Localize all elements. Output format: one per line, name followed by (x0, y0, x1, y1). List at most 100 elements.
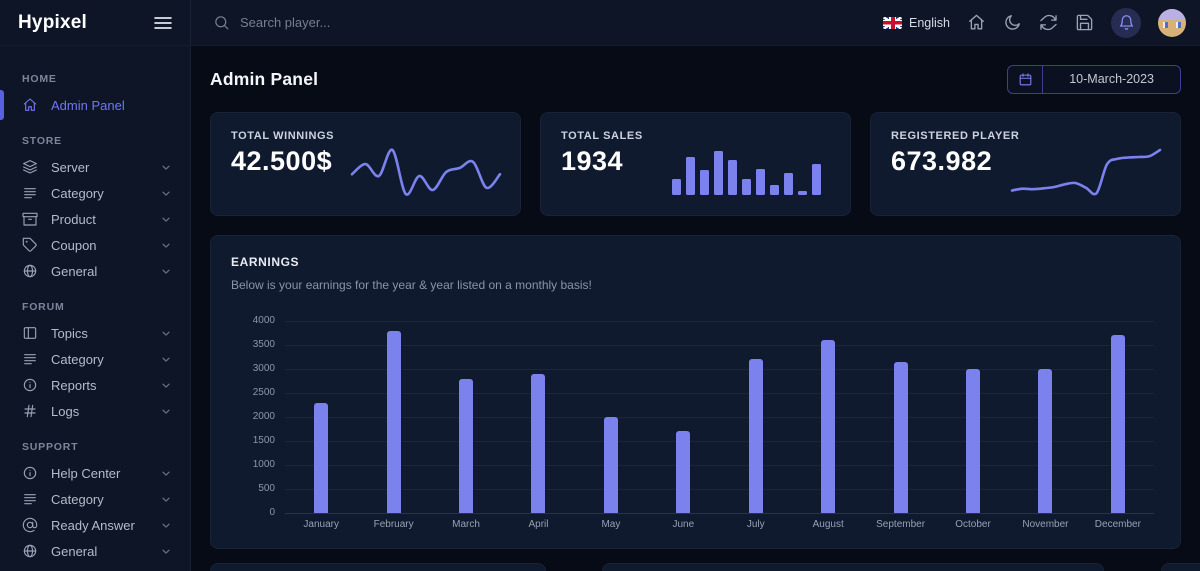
sidebar-item-category[interactable]: Category (0, 180, 190, 206)
home-icon[interactable] (967, 13, 986, 32)
hamburger-menu-icon[interactable] (152, 12, 174, 34)
y-axis-tick: 1000 (252, 459, 275, 470)
gridline (285, 513, 1154, 514)
chevron-down-icon (162, 549, 170, 554)
earnings-bar (1110, 335, 1125, 513)
next-row-cards (210, 563, 1200, 571)
dark-mode-moon-icon[interactable] (1003, 13, 1022, 32)
spark-bar (756, 169, 765, 195)
gridline (285, 393, 1154, 394)
sidebar-item-ready-answer[interactable]: Ready Answer (0, 512, 190, 538)
earnings-bar (966, 369, 980, 513)
sidebar-item-label: Server (51, 159, 90, 175)
y-axis-tick: 0 (269, 507, 275, 518)
sidebar-item-category[interactable]: Category (0, 486, 190, 512)
earnings-bar (893, 361, 908, 513)
y-axis-tick: 3500 (252, 339, 275, 350)
stat-card-total-sales: TOTAL SALES 1934 (540, 112, 851, 216)
sidebar-section-label: FORUM (22, 301, 65, 313)
x-axis-label: February (373, 519, 414, 530)
x-axis-label: December (1094, 519, 1141, 530)
sidebar-item-reports[interactable]: Reports (0, 372, 190, 398)
sidebar-item-product[interactable]: Product (0, 206, 190, 232)
earnings-bar (386, 330, 401, 513)
spark-bar (742, 179, 751, 195)
x-axis-label: November (1022, 519, 1069, 530)
search-input[interactable] (240, 15, 500, 30)
sidebar-item-server[interactable]: Server (0, 154, 190, 180)
x-axis-label: March (452, 519, 480, 530)
columns-icon (23, 327, 37, 339)
language-selector[interactable]: English (883, 16, 950, 30)
sidebar-item-help-center[interactable]: Help Center (0, 460, 190, 486)
earnings-panel: EARNINGS Below is your earnings for the … (210, 235, 1181, 549)
calendar-icon (1019, 72, 1032, 85)
chevron-down-icon (162, 165, 170, 170)
sidebar-item-topics[interactable]: Topics (0, 320, 190, 346)
earnings-bar-chart: 0 500 1000 1500 2000 2500 3000 3500 4000 January F… (231, 306, 1160, 534)
user-avatar[interactable] (1158, 8, 1186, 37)
gridline (285, 441, 1154, 442)
sidebar-item-label: Reports (51, 377, 97, 393)
calendar-icon-cell (1008, 65, 1044, 93)
bar-cell-october: October (937, 321, 1009, 530)
gridline (285, 321, 1154, 322)
earnings-subtitle: Below is your earnings for the year & ye… (231, 278, 592, 292)
chevron-down-icon (162, 217, 170, 222)
brand-logo[interactable]: Hypixel (18, 11, 87, 33)
gridline (285, 345, 1154, 346)
bar-cell-september: September (864, 321, 936, 530)
date-picker[interactable]: 10-March-2023 (1007, 64, 1181, 94)
sidebar-item-logs[interactable]: Logs (0, 398, 190, 424)
topbar-actions: English (883, 7, 1186, 38)
stat-value: 1934 (561, 146, 624, 176)
sales-sparkbars (672, 151, 832, 195)
spark-bar (812, 164, 821, 195)
sidebar-section-label: HOME (22, 73, 57, 85)
earnings-bar (821, 340, 836, 513)
y-axis-tick: 2000 (252, 411, 275, 422)
save-icon[interactable] (1075, 13, 1094, 32)
sidebar-item-label: Category (51, 185, 104, 201)
earnings-bar (676, 431, 691, 513)
x-axis-label: August (812, 519, 844, 530)
sidebar-item-general[interactable]: General (0, 538, 190, 564)
stat-value: 673.982 (891, 146, 993, 176)
earnings-bar (459, 378, 474, 513)
card-stub (210, 563, 546, 571)
stat-label: TOTAL SALES (561, 130, 643, 142)
sidebar-item-admin-panel[interactable]: Admin Panel (0, 90, 190, 120)
sidebar-item-category[interactable]: Category (0, 346, 190, 372)
sidebar-item-label: Topics (51, 325, 88, 341)
tag-icon (22, 237, 37, 252)
sidebar-item-coupon[interactable]: Coupon (0, 232, 190, 258)
players-sparkline (1010, 147, 1162, 197)
list-icon (24, 188, 36, 199)
earnings-bar (531, 373, 546, 513)
spark-bar (700, 170, 709, 195)
sidebar-item-general[interactable]: General (0, 258, 190, 284)
stats-row: TOTAL WINNINGS 42.500$ TOTAL SALES 1934 … (210, 112, 1181, 216)
spark-bar (728, 159, 737, 195)
stat-label: REGISTERED PLAYER (891, 130, 1020, 142)
chevron-down-icon (162, 191, 170, 196)
y-axis-tick: 500 (258, 483, 275, 494)
info-icon (23, 378, 37, 392)
language-label: English (909, 15, 950, 30)
page-header: Admin Panel 10-March-2023 (210, 46, 1181, 112)
list-icon (24, 354, 36, 365)
spark-bar (770, 185, 779, 195)
y-axis-tick: 4000 (252, 315, 275, 326)
globe-icon (23, 544, 37, 558)
sidebar-item-label: Category (51, 491, 104, 507)
earnings-bar (603, 417, 618, 513)
x-axis-label: June (672, 519, 695, 530)
y-axis-tick: 2500 (252, 387, 275, 398)
sidebar-item-label: General (51, 263, 98, 279)
chevron-down-icon (162, 243, 170, 248)
spark-bar (686, 157, 695, 195)
notifications-button[interactable] (1111, 7, 1141, 38)
refresh-icon[interactable] (1039, 13, 1058, 32)
earnings-bar (1038, 369, 1053, 513)
bell-icon (1119, 15, 1133, 30)
